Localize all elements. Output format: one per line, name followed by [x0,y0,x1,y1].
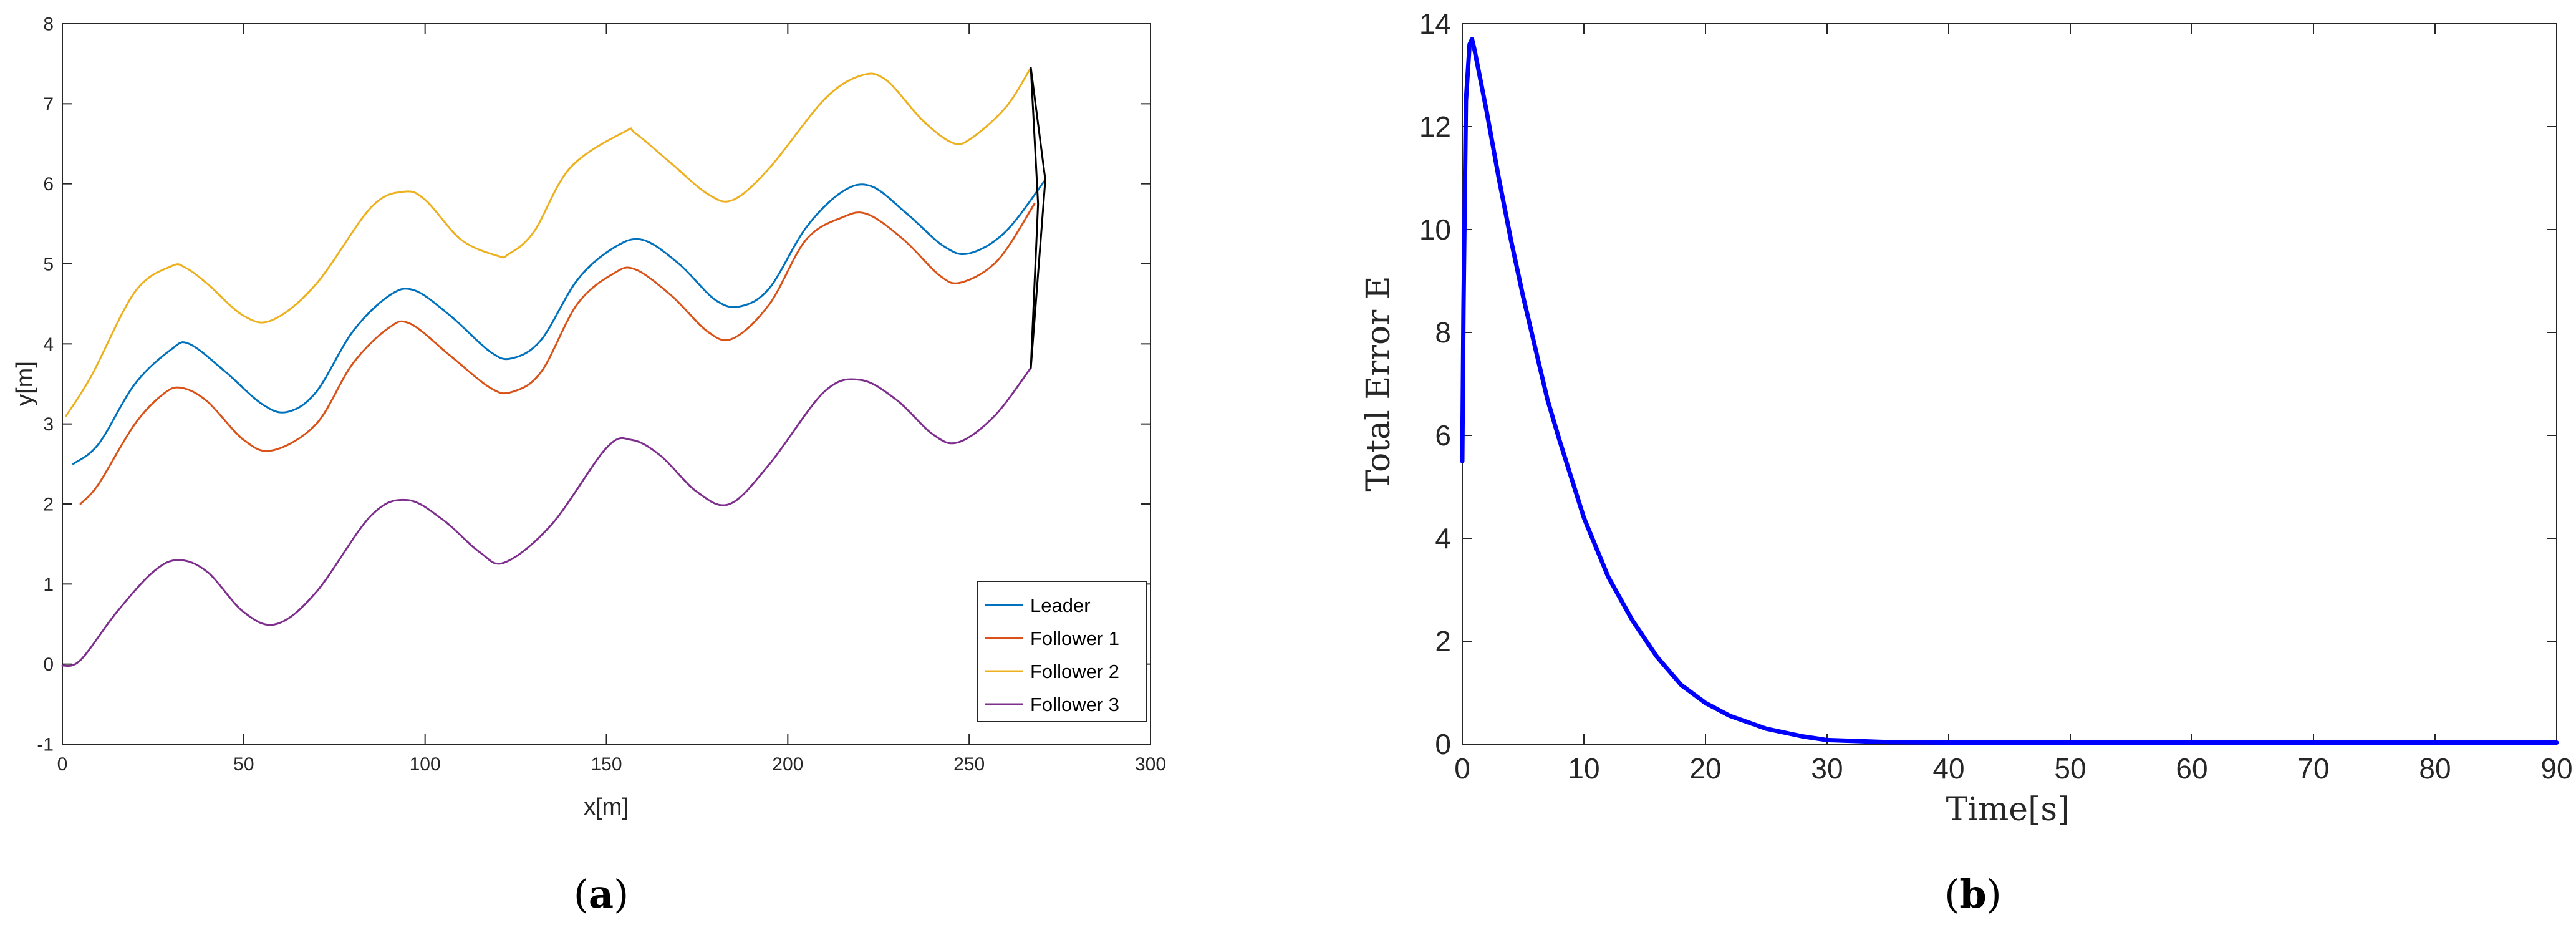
caption-b: (b) [1944,871,2002,917]
series-line-follower-3 [61,367,1032,667]
panel-a-y-tick-label: 3 [43,414,54,435]
panel-b-y-tick-label: 12 [1419,110,1451,143]
panel-b-y-axis-label: Total Error E [1360,276,1397,491]
svg-text:(b): (b) [1944,871,2002,917]
panel-a-x-tick-label: 50 [233,754,254,775]
panel-a-x-tick-label: 0 [57,754,68,775]
panel-b-error-plot: 0 10 20 30 40 50 60 70 80 90 0 2 4 6 8 10 12 14 Time[s] T… [1360,7,2573,828]
panel-b-y-tick-label: 4 [1435,522,1451,555]
panel-a-x-tick-label: 300 [1135,754,1166,775]
panel-a-x-tick-label: 150 [591,754,622,775]
panel-b-plot-area [1462,23,2557,745]
panel-b-x-tick-label: 50 [2054,752,2086,785]
legend-label-follower-2: Follower 2 [1030,661,1119,682]
caption-a-letter: a [589,871,614,917]
panel-b-x-tick-label: 40 [1932,752,1964,785]
panel-a-y-axis-label: y[m] [12,361,38,406]
panel-b-x-tick-label: 90 [2540,752,2572,785]
panel-a-plot-area [62,23,1151,745]
panel-b-x-tick-label: 20 [1689,752,1721,785]
panel-b-x-tick-label: 60 [2176,752,2207,785]
svg-text:(a): (a) [574,871,629,917]
panel-b-x-tick-label: 0 [1454,752,1470,785]
legend-label-follower-3: Follower 3 [1030,694,1119,715]
panel-a-y-tick-label: 7 [43,94,54,115]
legend-label-leader: Leader [1030,594,1091,616]
panel-a-x-tick-label: 200 [772,754,803,775]
series-line-follower-2 [65,67,1032,417]
panel-a-x-tick-label: 250 [953,754,985,775]
panel-b-x-tick-label: 30 [1811,752,1843,785]
panel-b-y-tick-label: 6 [1435,419,1451,452]
panel-a-y-tick-label: 1 [43,574,54,595]
panel-a-y-tick-label: 0 [43,654,54,675]
panel-a-x-axis-label: x[m] [584,794,629,820]
panel-b-x-axis-label: Time[s] [1946,791,2070,828]
panel-b-y-tick-label: 8 [1435,316,1451,349]
series-line-total-error-e [1460,37,2559,745]
legend-items: Leader Follower 1 Follower 2 Follower 3 [985,594,1119,715]
panel-a-y-tick-label: 8 [43,14,54,35]
caption-b-letter: b [1959,871,1986,917]
panel-a-y-tick-label: -1 [37,735,54,755]
legend: Leader Follower 1 Follower 2 Follower 3 [977,581,1147,722]
legend-label-follower-1: Follower 1 [1030,627,1119,649]
panel-b-y-tick-label: 10 [1419,213,1451,246]
series-line-leader [72,178,1046,465]
panel-a-x-tick-label: 100 [410,754,441,775]
panel-a-y-tick-label: 6 [43,174,54,195]
panel-b-y-tick-label: 2 [1435,625,1451,657]
panel-b-ticks: 0 10 20 30 40 50 60 70 80 90 0 2 4 6 8 10 12 14 [1419,7,2573,785]
panel-b-y-tick-label: 0 [1435,728,1451,760]
panel-b-y-tick-label: 14 [1419,7,1451,40]
series-line-follower-1 [79,203,1036,505]
panel-a-y-tick-label: 4 [43,334,54,355]
panel-a-series [61,67,1046,667]
panel-a-y-tick-label: 5 [43,254,54,275]
panel-b-series [1460,37,2559,745]
panel-b-x-tick-label: 80 [2419,752,2451,785]
series-line-formation-link [1030,67,1046,369]
caption-a: (a) [574,871,629,917]
panel-a-y-tick-label: 2 [43,495,54,515]
panel-b-x-tick-label: 70 [2297,752,2329,785]
panel-b-x-tick-label: 10 [1568,752,1599,785]
